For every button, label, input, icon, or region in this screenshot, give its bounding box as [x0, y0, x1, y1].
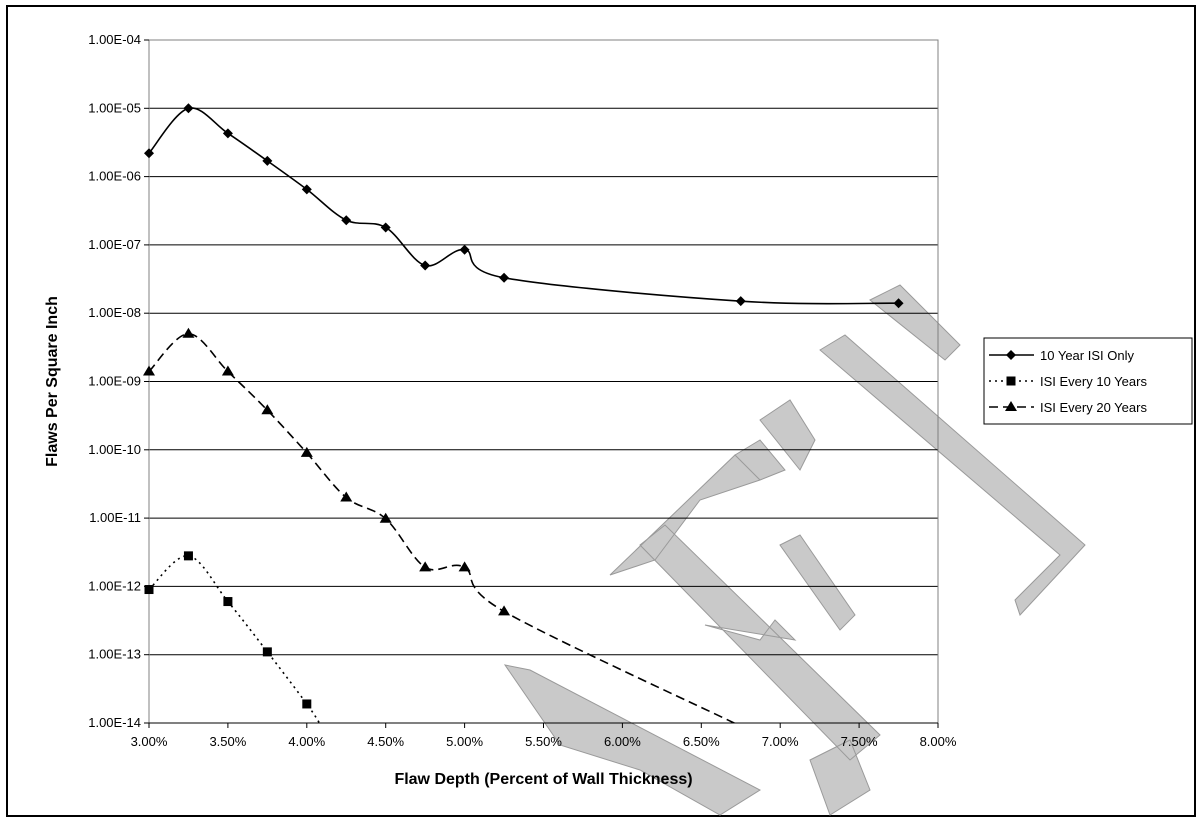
y-tick-label: 1.00E-04 [88, 32, 141, 47]
data-point [261, 404, 274, 415]
y-tick-label: 1.00E-13 [88, 647, 141, 662]
x-tick-label: 7.50% [841, 734, 878, 749]
y-tick-label: 1.00E-07 [88, 237, 141, 252]
legend-label: ISI Every 20 Years [1040, 400, 1147, 415]
x-tick-label: 5.00% [446, 734, 483, 749]
x-tick-label: 4.00% [288, 734, 325, 749]
draft-watermark [503, 284, 1086, 816]
series-line [149, 107, 899, 305]
data-point [182, 327, 195, 338]
x-tick-label: 3.50% [209, 734, 246, 749]
data-point [420, 260, 431, 271]
data-point [222, 128, 233, 139]
legend-item: 10 Year ISI Only [989, 348, 1134, 363]
legend-item: ISI Every 20 Years [989, 400, 1147, 415]
watermark-shape [503, 284, 1086, 816]
y-tick-label: 1.00E-10 [88, 442, 141, 457]
data-point [499, 272, 510, 283]
data-point [301, 184, 312, 195]
data-point [302, 699, 312, 709]
y-tick-label: 1.00E-11 [89, 510, 141, 525]
x-axis-title: Flaw Depth (Percent of Wall Thickness) [394, 771, 692, 788]
legend-box [983, 337, 1193, 425]
legend-marker [1005, 401, 1017, 411]
x-tick-label: 6.50% [683, 734, 720, 749]
y-tick-label: 1.00E-06 [88, 169, 141, 184]
chart-frame [6, 5, 1196, 817]
series-line [149, 555, 321, 723]
data-point [458, 561, 471, 572]
y-tick-label: 1.00E-09 [88, 374, 141, 389]
series-1 [144, 103, 904, 309]
legend-label: ISI Every 10 Years [1040, 374, 1147, 389]
legend-marker [1006, 376, 1016, 386]
data-point [262, 155, 273, 166]
x-tick-label: 6.00% [604, 734, 641, 749]
y-tick-label: 1.00E-08 [88, 305, 141, 320]
x-tick-label: 7.00% [762, 734, 799, 749]
data-point [735, 296, 746, 307]
data-point [143, 365, 155, 376]
data-point [419, 561, 432, 572]
data-point [893, 298, 904, 309]
legend-label: 10 Year ISI Only [1040, 348, 1134, 363]
y-tick-label: 1.00E-12 [88, 578, 141, 593]
data-point [498, 605, 511, 616]
y-axis-title: Flaws Per Square Inch [44, 296, 61, 467]
legend: 10 Year ISI Only ISI Every 10 Years ISI Ev… [983, 337, 1193, 425]
legend-marker [1006, 350, 1016, 360]
x-tick-label: 4.50% [367, 734, 404, 749]
data-point [262, 647, 272, 657]
series-2 [144, 551, 321, 723]
data-point [380, 222, 391, 233]
x-tick-label: 8.00% [920, 734, 957, 749]
x-axis-ticks: 3.00% 3.50% 4.00% 4.50% 5.00% 5.50% 6.00% 6.50%… [131, 722, 957, 749]
data-point [340, 491, 353, 502]
data-point [144, 148, 154, 159]
data-point [379, 512, 392, 523]
data-point [183, 551, 193, 561]
data-point [300, 446, 313, 457]
data-point [341, 215, 352, 226]
series-group [143, 103, 904, 723]
x-tick-label: 5.50% [525, 734, 562, 749]
x-tick-label: 3.00% [131, 734, 168, 749]
data-point [459, 244, 470, 255]
data-point [223, 597, 233, 607]
data-point [144, 585, 154, 595]
series-3 [143, 327, 737, 723]
y-axis-ticks: 1.00E-14 1.00E-13 1.00E-12 1.00E-11 1.00E-10… [88, 32, 149, 730]
series-line [149, 332, 737, 723]
y-tick-label: 1.00E-05 [88, 100, 141, 115]
data-point [221, 365, 234, 376]
gridlines [149, 39, 938, 724]
data-point [183, 103, 194, 114]
legend-item: ISI Every 10 Years [989, 374, 1147, 389]
y-tick-label: 1.00E-14 [88, 715, 141, 730]
